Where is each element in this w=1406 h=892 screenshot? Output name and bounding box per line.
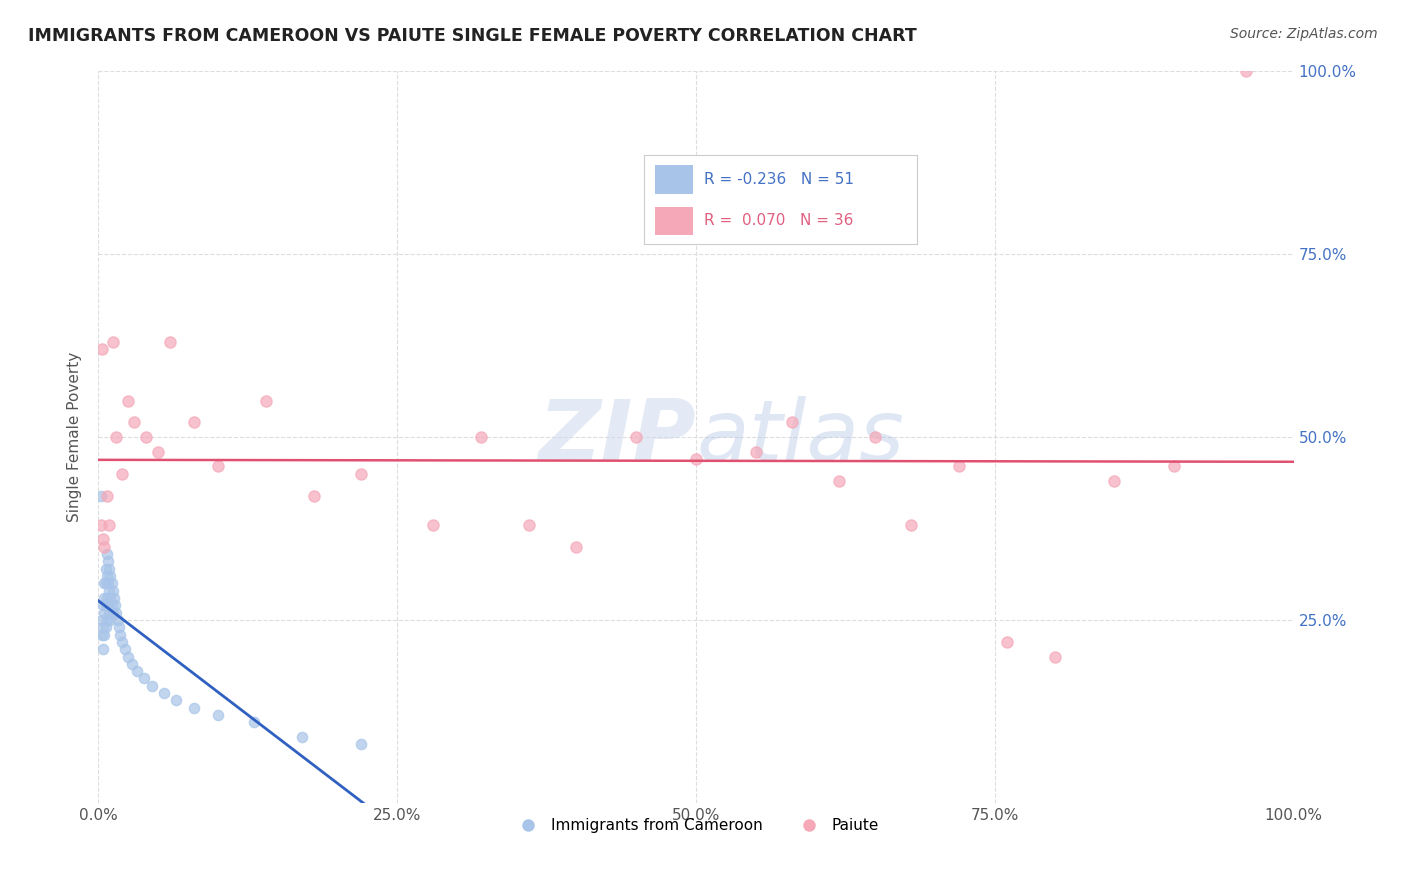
Point bbox=[470, 430, 492, 444]
Point bbox=[98, 517, 121, 532]
Point bbox=[111, 635, 134, 649]
Point bbox=[98, 569, 122, 583]
Point bbox=[745, 444, 768, 458]
Text: R =  0.070   N = 36: R = 0.070 N = 36 bbox=[704, 213, 853, 227]
Point bbox=[1163, 459, 1185, 474]
Text: ZIP: ZIP bbox=[538, 395, 696, 479]
Point bbox=[91, 613, 114, 627]
Point bbox=[94, 599, 117, 613]
Point bbox=[104, 599, 127, 613]
Point bbox=[159, 334, 181, 349]
Point bbox=[107, 613, 129, 627]
Point bbox=[165, 693, 187, 707]
Point bbox=[101, 583, 124, 598]
Point bbox=[422, 517, 444, 532]
Point bbox=[135, 430, 157, 444]
Point bbox=[183, 416, 205, 430]
Point bbox=[94, 620, 117, 634]
Point bbox=[93, 606, 115, 620]
Point bbox=[93, 540, 115, 554]
Bar bbox=[655, 165, 693, 194]
Point bbox=[117, 393, 139, 408]
Point bbox=[105, 606, 128, 620]
Point bbox=[93, 627, 115, 641]
Point bbox=[948, 459, 970, 474]
Point bbox=[98, 613, 122, 627]
Point bbox=[101, 334, 124, 349]
Point bbox=[98, 606, 121, 620]
Point bbox=[828, 474, 851, 488]
Bar bbox=[655, 207, 693, 235]
Point bbox=[125, 664, 148, 678]
Point bbox=[111, 467, 134, 481]
Point bbox=[97, 576, 120, 591]
Point bbox=[291, 730, 314, 744]
Point bbox=[103, 591, 125, 605]
Point bbox=[141, 679, 163, 693]
Point bbox=[91, 620, 114, 634]
Point bbox=[132, 672, 155, 686]
Point bbox=[96, 489, 118, 503]
Point bbox=[207, 708, 229, 723]
Point bbox=[97, 554, 120, 568]
Point bbox=[98, 583, 121, 598]
Text: IMMIGRANTS FROM CAMEROON VS PAIUTE SINGLE FEMALE POVERTY CORRELATION CHART: IMMIGRANTS FROM CAMEROON VS PAIUTE SINGL… bbox=[28, 27, 917, 45]
Point bbox=[1234, 64, 1257, 78]
Point bbox=[100, 576, 122, 591]
Text: Source: ZipAtlas.com: Source: ZipAtlas.com bbox=[1230, 27, 1378, 41]
Point bbox=[114, 642, 136, 657]
Point bbox=[153, 686, 176, 700]
Text: R = -0.236   N = 51: R = -0.236 N = 51 bbox=[704, 172, 855, 186]
Point bbox=[93, 576, 115, 591]
Legend: Immigrants from Cameroon, Paiute: Immigrants from Cameroon, Paiute bbox=[506, 812, 886, 839]
Point bbox=[91, 599, 114, 613]
Point bbox=[96, 613, 118, 627]
Point bbox=[121, 657, 143, 671]
Point bbox=[1104, 474, 1126, 488]
Point bbox=[243, 715, 266, 730]
Point bbox=[94, 562, 117, 576]
Point bbox=[108, 627, 131, 641]
Point bbox=[124, 416, 146, 430]
Text: atlas: atlas bbox=[696, 395, 904, 479]
Point bbox=[98, 562, 121, 576]
Point bbox=[207, 459, 229, 474]
Point bbox=[91, 627, 114, 641]
Point bbox=[254, 393, 277, 408]
Point bbox=[350, 467, 373, 481]
Point bbox=[117, 649, 139, 664]
Point bbox=[685, 452, 707, 467]
Point bbox=[91, 533, 114, 547]
Point bbox=[302, 489, 325, 503]
Point bbox=[780, 416, 803, 430]
Point bbox=[101, 606, 124, 620]
Point bbox=[148, 444, 170, 458]
Point bbox=[105, 430, 128, 444]
Point bbox=[97, 599, 120, 613]
Point bbox=[900, 517, 922, 532]
Point bbox=[94, 576, 117, 591]
Point bbox=[565, 540, 588, 554]
Point bbox=[93, 591, 115, 605]
Point bbox=[350, 737, 373, 751]
Point bbox=[91, 343, 114, 357]
Point bbox=[96, 569, 118, 583]
Point bbox=[90, 489, 112, 503]
Point bbox=[107, 620, 129, 634]
Y-axis label: Single Female Poverty: Single Female Poverty bbox=[67, 352, 83, 522]
Point bbox=[1043, 649, 1066, 664]
Point bbox=[91, 642, 114, 657]
Point bbox=[183, 700, 205, 714]
Point bbox=[96, 547, 118, 561]
Point bbox=[517, 517, 540, 532]
Point bbox=[96, 591, 118, 605]
Point bbox=[865, 430, 887, 444]
Point bbox=[995, 635, 1018, 649]
Point bbox=[98, 591, 122, 605]
Point bbox=[100, 599, 122, 613]
Point bbox=[90, 517, 112, 532]
Point bbox=[626, 430, 648, 444]
